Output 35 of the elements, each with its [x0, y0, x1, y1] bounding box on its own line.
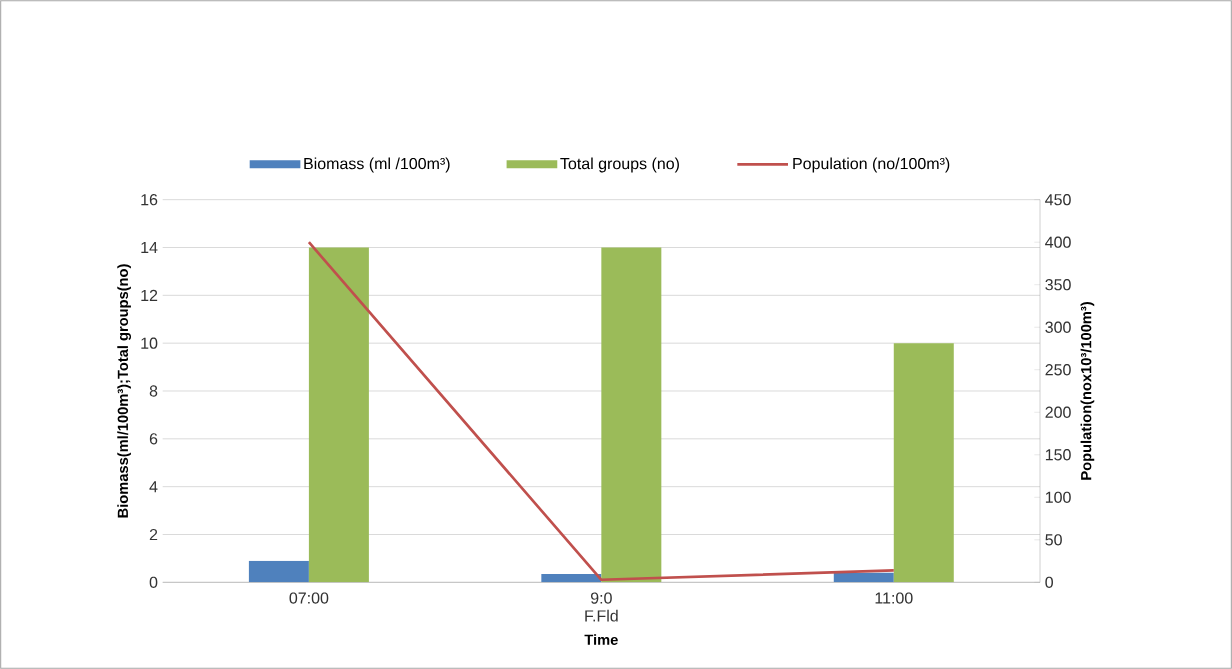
- y-tick-label: 4: [149, 481, 158, 493]
- y-tick-label: 14: [141, 242, 158, 253]
- bar: [893, 343, 954, 583]
- bar: [833, 572, 894, 583]
- y2-tick-label: 200: [1045, 406, 1071, 418]
- bar: [308, 247, 369, 583]
- legend-label: Biomass (ml /100m³): [304, 157, 450, 173]
- y-tick-label: 10: [141, 337, 158, 349]
- y2-tick-label: 150: [1045, 449, 1071, 461]
- y2-tick-label: 350: [1045, 279, 1071, 291]
- y2-tick-label: 50: [1045, 534, 1062, 546]
- x-tick-label: 9:0: [590, 592, 612, 604]
- y2-tick-label: 100: [1045, 491, 1071, 503]
- y2-tick-label: 450: [1045, 194, 1071, 206]
- y2-tick-label: 250: [1045, 364, 1071, 376]
- bar: [541, 573, 602, 583]
- y2-tick-label: 0: [1045, 576, 1053, 588]
- y-tick-label: 0: [149, 576, 158, 588]
- y2-tick-label: 300: [1045, 321, 1071, 333]
- text: F.Fld: [585, 609, 618, 622]
- bar: [601, 247, 662, 583]
- bar: [248, 560, 309, 583]
- y-tick-label: 16: [141, 194, 158, 206]
- x-tick-label: 11:00: [875, 592, 913, 604]
- y-tick-label: 6: [149, 433, 158, 445]
- y-axis-title: Biomass(ml/100m³);Total groups(no): [117, 264, 132, 518]
- y2-tick-label: 400: [1045, 236, 1071, 248]
- y-tick-label: 2: [149, 528, 158, 541]
- y-tick-label: 8: [149, 385, 158, 397]
- legend-label: Population (no/100m³): [793, 157, 950, 173]
- y2-axis-title: Population(nox10³/100m³): [1080, 302, 1095, 480]
- legend-label: Total groups (no): [560, 157, 679, 173]
- x-axis-title: Time: [584, 634, 618, 645]
- x-tick-label: 07:00: [289, 592, 329, 604]
- y-tick-label: 12: [141, 289, 158, 301]
